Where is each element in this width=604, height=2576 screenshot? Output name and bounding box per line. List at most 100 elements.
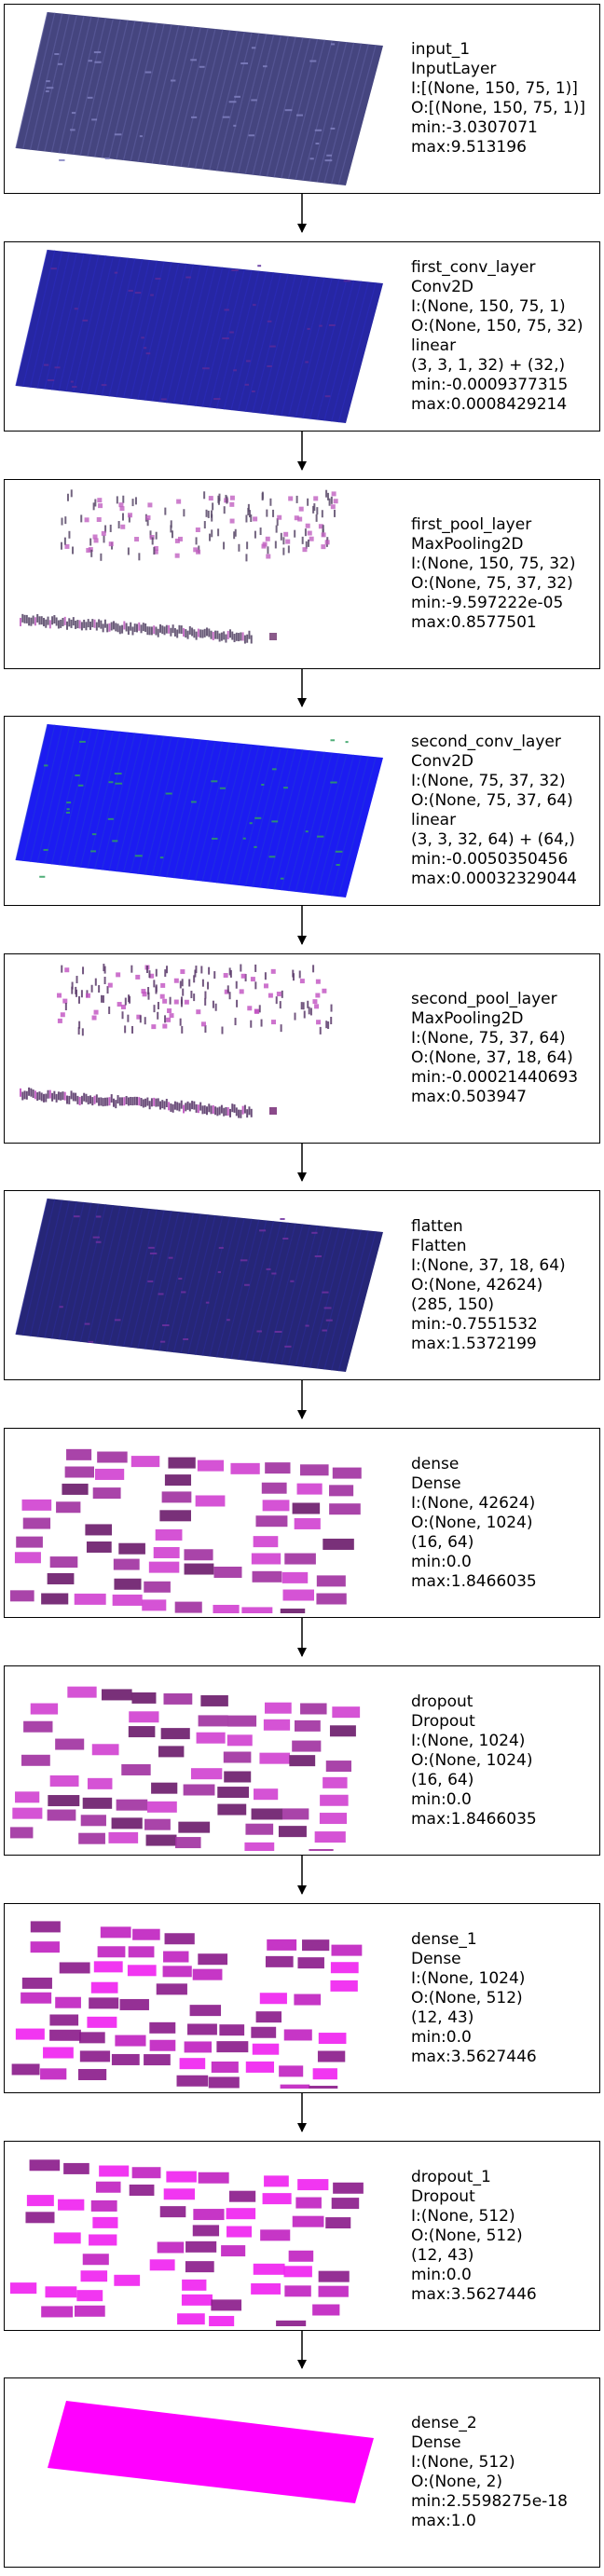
layer-info-line: O:(None, 150, 75, 32) (411, 317, 583, 336)
layer-info-line: input_1 (411, 40, 471, 59)
layer-info-line: min:-0.0050350456 (411, 850, 569, 869)
layer-activation-thumbnail (10, 1448, 362, 1613)
layer-info-line: Dropout (411, 2186, 475, 2206)
layer-info-line: dense (411, 1454, 460, 1473)
layer-info-line: I:(None, 42624) (411, 1493, 536, 1513)
layer-info-line: I:(None, 75, 37, 64) (411, 1029, 566, 1048)
layer-info: dense_1 Dense I:(None, 1024) O:(None, 512)(… (411, 1904, 537, 2092)
layer-info-line: max:1.8466035 (411, 1571, 537, 1591)
layer-info-line: max:0.8577501 (411, 613, 537, 632)
layer-info-line: max:1.0 (411, 2512, 476, 2530)
layer-info-line: O:(None, 2) (411, 2473, 503, 2491)
layer-info-line: Flatten (411, 1236, 467, 1255)
layer-info-line: (12, 43) (411, 2245, 474, 2265)
layer-info-line: second_conv_layer (411, 733, 561, 751)
layer-info-line: max:3.5627446 (411, 2284, 537, 2304)
layer-info-line: (16, 64) (411, 1770, 474, 1789)
layer-box: first_conv_layer Conv2D I:(None, 150, 75, … (4, 241, 600, 432)
layer-info-line: dropout (411, 1692, 474, 1711)
layer-activation-thumbnail (48, 2401, 374, 2503)
layer-activation-thumbnail (11, 1921, 363, 2089)
layer-info-line: (285, 150) (411, 1295, 494, 1314)
layer-info: flatten Flatten I:(None, 37, 18, 64) O:(Non… (411, 1191, 566, 1379)
layer-info-line: (16, 64) (411, 1532, 474, 1552)
layer-info: dense_2 Dense I:(None, 512) O:(None, 2) min:… (411, 2378, 568, 2567)
layer-info-line: O:(None, 1024) (411, 1750, 533, 1770)
layer-info-line: I:(None, 150, 75, 32) (411, 555, 576, 573)
layer-info-line: linear (411, 336, 457, 355)
layer-info-line: Conv2D (411, 278, 474, 296)
layer-info-line: O:(None, 75, 37, 32) (411, 574, 573, 593)
layer-info-line: min:0.0 (411, 1789, 472, 1809)
layer-info-line: Dropout (411, 1711, 475, 1731)
layer-info-line: min:-0.00021440693 (411, 1068, 579, 1087)
layer-box: flatten Flatten I:(None, 37, 18, 64) O:(Non… (4, 1190, 600, 1380)
layer-info-line: min:0.0 (411, 2265, 472, 2284)
layer-info-line: MaxPooling2D (411, 1009, 524, 1028)
layer-activation-thumbnail (15, 1198, 383, 1372)
layer-info-line: O:(None, 512) (411, 1988, 523, 2007)
layer-activation-thumbnail (10, 2159, 364, 2326)
layer-info: first_pool_layer MaxPooling2D I:(None, 150… (411, 480, 576, 668)
layer-info-line: flatten (411, 1216, 463, 1236)
layer-info-line: max:0.503947 (411, 1088, 527, 1106)
layer-box: first_pool_layer MaxPooling2D I:(None, 150… (4, 479, 600, 669)
layer-info-line: max:0.0008429214 (411, 395, 568, 414)
layer-info-line: min:0.0 (411, 2027, 472, 2047)
layer-info: first_conv_layer Conv2D I:(None, 150, 75, … (411, 242, 583, 431)
layer-info-line: O:(None, 37, 18, 64) (411, 1048, 573, 1067)
layer-info-line: (3, 3, 1, 32) + (32,) (411, 356, 566, 375)
layer-activation-thumbnail (20, 962, 346, 1118)
layer-info-line: Dense (411, 1473, 461, 1493)
layer-info-line: min:-9.597222e-05 (411, 594, 564, 612)
layer-info-line: I:(None, 512) (411, 2453, 515, 2472)
layer-activation-thumbnail (20, 487, 346, 644)
layer-activation-thumbnail (15, 11, 383, 185)
layer-box: input_1 InputLayer I:[(None, 150, 75, 1)] O… (4, 4, 600, 194)
layer-info-line: I:[(None, 150, 75, 1)] (411, 79, 578, 98)
layer-info-line: first_pool_layer (411, 515, 532, 534)
layer-info-line: first_conv_layer (411, 258, 536, 277)
layer-info: second_pool_layer MaxPooling2D I:(None, 75… (411, 954, 578, 1143)
layer-info-line: max:1.5372199 (411, 1334, 537, 1353)
layer-info-line: dropout_1 (411, 2167, 491, 2186)
layer-info-line: I:(None, 1024) (411, 1968, 526, 1988)
layer-box: dropout Dropout I:(None, 1024) O:(None, 102… (4, 1665, 600, 1856)
layer-info-line: O:(None, 1024) (411, 1513, 533, 1532)
layer-box: second_pool_layer MaxPooling2D I:(None, 75… (4, 953, 600, 1144)
layer-info-line: I:(None, 75, 37, 32) (411, 772, 566, 790)
layer-activation-thumbnail (10, 1686, 361, 1851)
layer-info: dropout_1 Dropout I:(None, 512) O:(None, 51… (411, 2142, 537, 2330)
layer-info-line: I:(None, 150, 75, 1) (411, 297, 566, 316)
layer-info-line: min:-3.0307071 (411, 118, 538, 137)
layer-info-line: min:0.0 (411, 1552, 472, 1571)
layer-info-line: Conv2D (411, 752, 474, 771)
layer-info-line: max:3.5627446 (411, 2047, 537, 2066)
layer-info-line: I:(None, 512) (411, 2206, 515, 2226)
layer-info: dropout Dropout I:(None, 1024) O:(None, 102… (411, 1666, 537, 1855)
layer-box: dropout_1 Dropout I:(None, 512) O:(None, 51… (4, 2141, 600, 2331)
layer-info: second_conv_layer Conv2D I:(None, 75, 37, … (411, 717, 577, 905)
layer-info-line: (3, 3, 32, 64) + (64,) (411, 830, 575, 849)
layer-info-line: O:(None, 42624) (411, 1275, 543, 1295)
layer-info: dense Dense I:(None, 42624) O:(None, 1024)(… (411, 1429, 537, 1617)
layer-info-line: O:(None, 512) (411, 2226, 523, 2245)
layer-info-line: linear (411, 811, 457, 829)
layer-activation-thumbnail (15, 723, 383, 897)
layer-info-line: max:0.00032329044 (411, 870, 577, 888)
layer-info-line: dense_2 (411, 2414, 477, 2432)
layer-info-line: I:(None, 1024) (411, 1731, 526, 1750)
layer-info-line: O:[(None, 150, 75, 1)] (411, 99, 586, 117)
layer-info-line: Dense (411, 1949, 461, 1968)
layer-info-line: second_pool_layer (411, 990, 557, 1008)
layer-info-line: InputLayer (411, 60, 497, 78)
layer-info-line: MaxPooling2D (411, 535, 524, 554)
layer-box: dense Dense I:(None, 42624) O:(None, 1024)(… (4, 1428, 600, 1618)
layer-activation-thumbnail (15, 249, 383, 423)
layer-info-line: Dense (411, 2433, 461, 2452)
layer-info-line: dense_1 (411, 1929, 477, 1949)
layer-info-line: (12, 43) (411, 2007, 474, 2027)
layer-info-line: O:(None, 75, 37, 64) (411, 791, 573, 810)
layer-info-line: max:9.513196 (411, 138, 527, 157)
